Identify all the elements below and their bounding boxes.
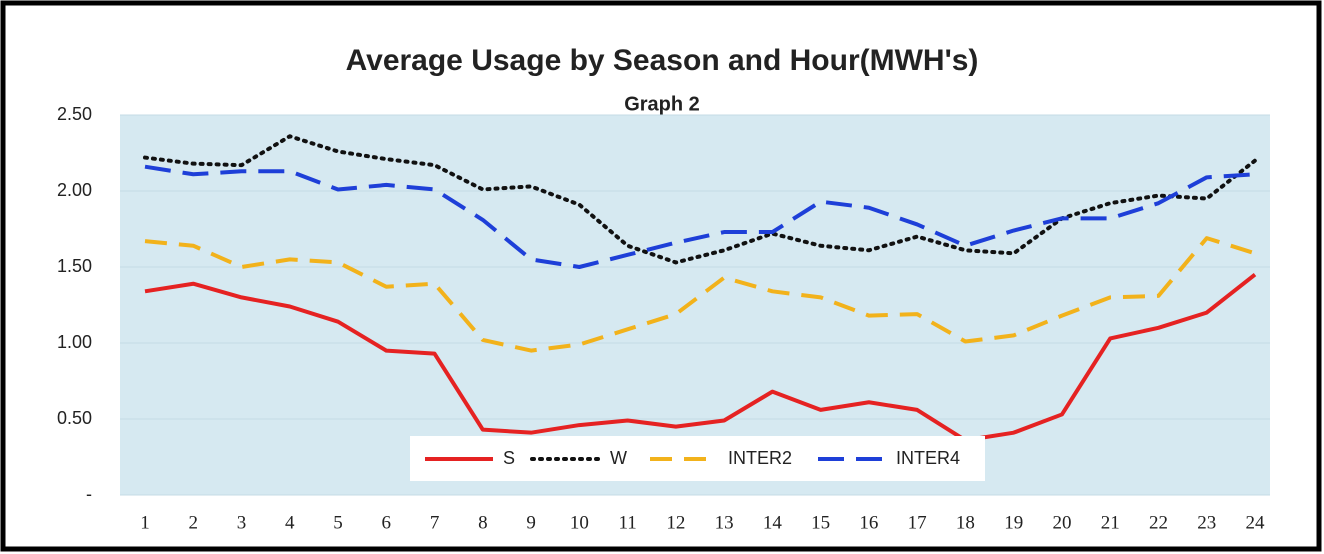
legend-items: S W INTER2 INTER4 bbox=[425, 448, 960, 468]
x-tick-label: 15 bbox=[811, 512, 830, 533]
x-tick-label: 6 bbox=[382, 512, 392, 533]
x-tick-label: 12 bbox=[666, 512, 685, 533]
y-tick-label: - bbox=[86, 484, 92, 504]
y-tick-label: 1.50 bbox=[57, 256, 92, 276]
x-tick-label: 20 bbox=[1052, 512, 1071, 533]
legend-label: INTER4 bbox=[896, 448, 960, 468]
series-line bbox=[144, 236, 1256, 353]
y-tick-label: 2.00 bbox=[57, 180, 92, 200]
x-tick-label: 24 bbox=[1246, 512, 1266, 533]
x-tick-label: 19 bbox=[1004, 512, 1023, 533]
x-tick-label: 8 bbox=[478, 512, 488, 533]
x-tick-label: 21 bbox=[1101, 512, 1120, 533]
x-tick-label: 17 bbox=[908, 512, 927, 533]
chart-title: Average Usage by Season and Hour(MWH's) bbox=[346, 44, 979, 77]
series-line bbox=[143, 134, 1257, 265]
legend-label: W bbox=[610, 448, 627, 468]
y-tick-label: 0.50 bbox=[57, 408, 92, 428]
x-tick-label: 5 bbox=[333, 512, 343, 533]
x-tick-label: 16 bbox=[859, 512, 878, 533]
y-tick-label: 2.50 bbox=[57, 104, 92, 124]
legend-label: S bbox=[503, 448, 515, 468]
x-tick-label: 1 bbox=[140, 512, 150, 533]
y-tick-label: 1.00 bbox=[57, 332, 92, 352]
series-line bbox=[144, 164, 1256, 269]
x-tick-label: 11 bbox=[618, 512, 636, 533]
x-tick-label: 4 bbox=[285, 512, 295, 533]
x-tick-label: 3 bbox=[237, 512, 247, 533]
x-tick-label: 10 bbox=[570, 512, 589, 533]
x-tick-label: 18 bbox=[956, 512, 975, 533]
grid bbox=[120, 114, 1270, 496]
x-tick-label: 14 bbox=[763, 512, 783, 533]
x-tick-label: 9 bbox=[526, 512, 536, 533]
x-tick-label: 7 bbox=[430, 512, 440, 533]
legend-label: INTER2 bbox=[728, 448, 792, 468]
x-tick-label: 22 bbox=[1149, 512, 1168, 533]
x-tick-label: 2 bbox=[189, 512, 199, 533]
x-tick-label: 23 bbox=[1197, 512, 1216, 533]
series-line bbox=[144, 273, 1257, 443]
chart-subtitle: Graph 2 bbox=[624, 93, 700, 115]
x-tick-label: 13 bbox=[715, 512, 734, 533]
lines bbox=[143, 134, 1257, 443]
